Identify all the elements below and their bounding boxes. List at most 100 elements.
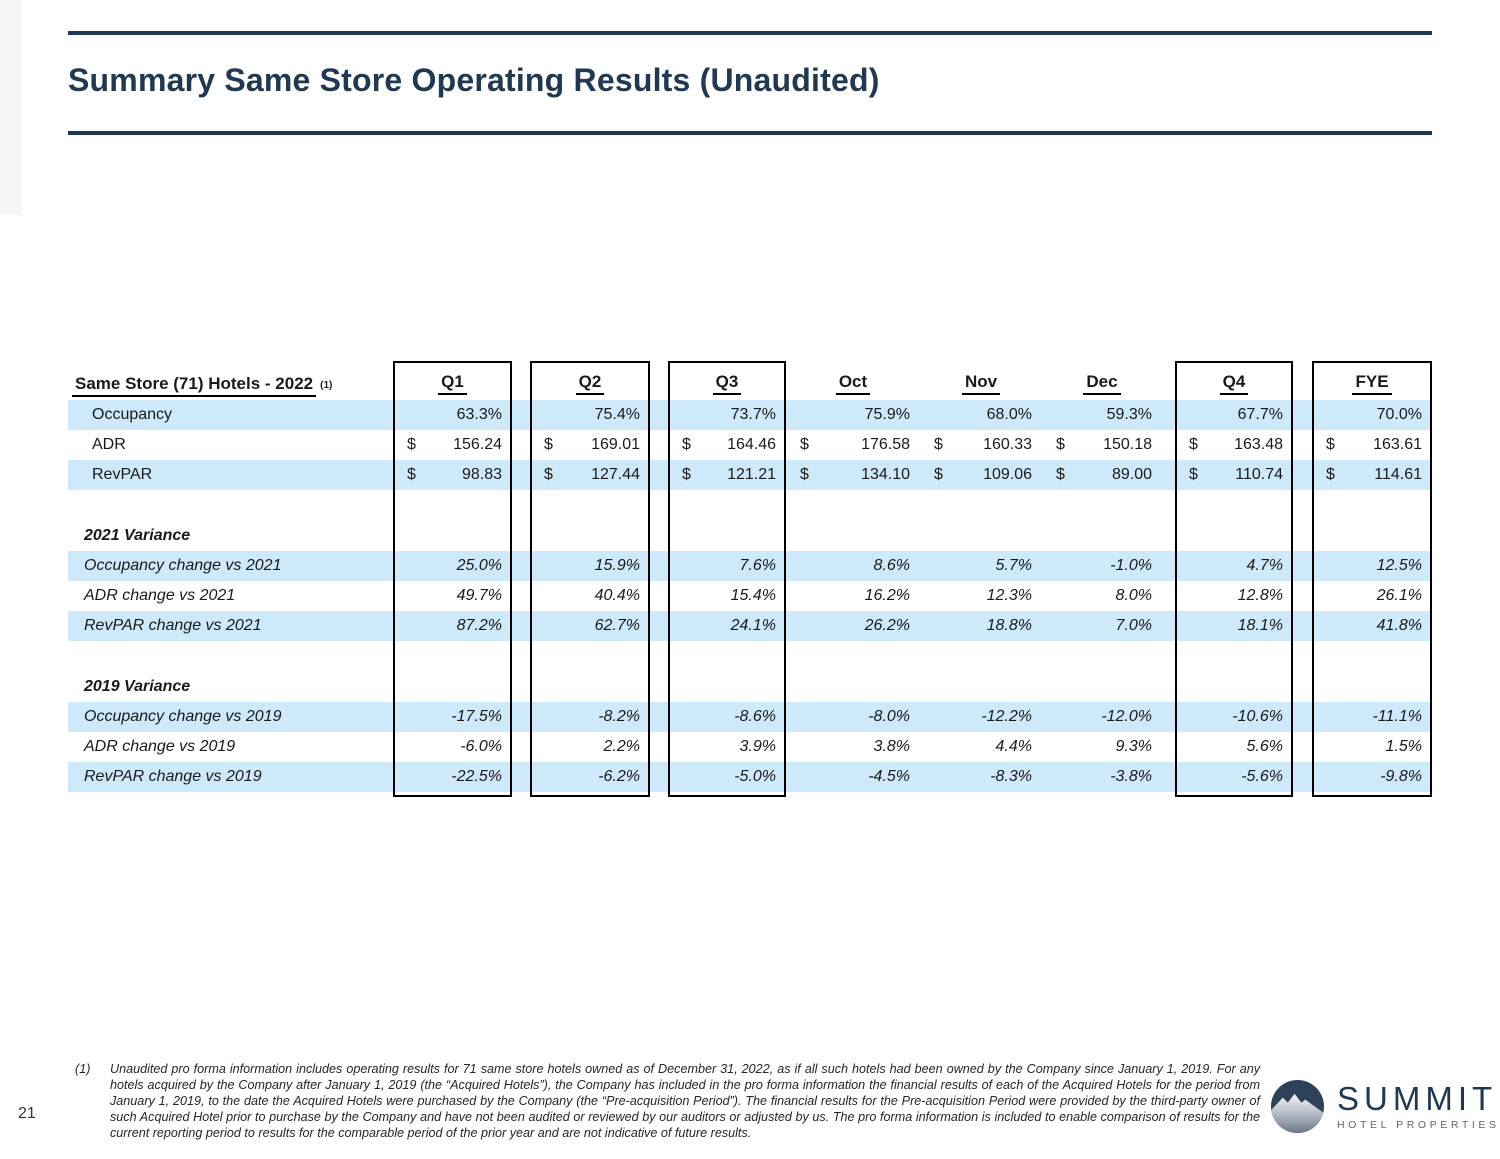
dollar-sign: $ bbox=[934, 466, 943, 483]
row-label: 2019 Variance bbox=[84, 678, 191, 695]
cell-oct: $176.58 bbox=[786, 430, 920, 460]
cell-nov: 4.4% bbox=[995, 738, 1032, 755]
cell-q4: $110.74 bbox=[1175, 460, 1293, 490]
column-header-label: Q3 bbox=[712, 372, 742, 395]
dollar-sign: $ bbox=[682, 436, 691, 453]
cell-fye: -11.1% bbox=[1372, 708, 1422, 725]
slide-edge-shade bbox=[0, 0, 22, 215]
cell-fye: -9.8% bbox=[1380, 768, 1422, 785]
dollar-sign: $ bbox=[1189, 466, 1198, 483]
cell-q3: -5.0% bbox=[734, 768, 776, 785]
cell-q4: 4.7% bbox=[1246, 557, 1283, 574]
dollar-sign: $ bbox=[800, 466, 809, 483]
cell-q1: 49.7% bbox=[456, 587, 502, 604]
cell-fye: 41.8% bbox=[1376, 617, 1422, 634]
cell-q3: 24.1% bbox=[730, 617, 776, 634]
cell-q2: $127.44 bbox=[530, 460, 650, 490]
dollar-sign: $ bbox=[934, 436, 943, 453]
cell-dec: 9.3% bbox=[1115, 738, 1152, 755]
cell-fye: $114.61 bbox=[1312, 460, 1432, 490]
cell-q4: 67.7% bbox=[1237, 406, 1283, 423]
table-row: ADR change vs 2021 49.7% 40.4% 15.4% 16.2% 12… bbox=[68, 581, 1432, 611]
cell-nov: -8.3% bbox=[990, 768, 1032, 785]
column-header-oct: Oct bbox=[786, 366, 920, 400]
cell-nov: $109.06 bbox=[920, 460, 1042, 490]
row-label: ADR change vs 2021 bbox=[84, 587, 236, 604]
table-row: ADR $156.24 $169.01 $164.46 $176.58 $160.33 $1… bbox=[68, 430, 1432, 460]
column-header-q2: Q2 bbox=[530, 366, 650, 400]
table-row: 2019 Variance bbox=[68, 672, 1432, 702]
cell-q1: $98.83 bbox=[393, 460, 512, 490]
cell-fye: 26.1% bbox=[1376, 587, 1422, 604]
company-logo: SUMMIT HOTEL PROPERTIES bbox=[1270, 1079, 1500, 1134]
cell-oct: 16.2% bbox=[864, 587, 910, 604]
title-top-rule bbox=[68, 31, 1432, 35]
cell-value: 156.24 bbox=[453, 436, 502, 453]
cell-fye: 12.5% bbox=[1376, 557, 1422, 574]
table-spacer-row bbox=[68, 641, 1432, 672]
cell-nov: -12.2% bbox=[981, 708, 1032, 725]
cell-fye: $163.61 bbox=[1312, 430, 1432, 460]
row-label: RevPAR change vs 2021 bbox=[84, 617, 262, 634]
column-header-label: FYE bbox=[1352, 372, 1392, 395]
dollar-sign: $ bbox=[1189, 436, 1198, 453]
logo-name: SUMMIT bbox=[1337, 1080, 1498, 1117]
footnote-text: Unaudited pro forma information includes… bbox=[110, 1062, 1260, 1140]
table-row: Occupancy change vs 2019 -17.5% -8.2% -8.6%… bbox=[68, 702, 1432, 732]
cell-q3: 73.7% bbox=[730, 406, 776, 423]
cell-q3: 7.6% bbox=[739, 557, 776, 574]
cell-value: 109.06 bbox=[983, 466, 1032, 483]
cell-q4: 5.6% bbox=[1246, 738, 1283, 755]
cell-nov: 18.8% bbox=[986, 617, 1032, 634]
cell-q2: 40.4% bbox=[594, 587, 640, 604]
cell-q2: 62.7% bbox=[594, 617, 640, 634]
cell-q2: $169.01 bbox=[530, 430, 650, 460]
cell-q1: 25.0% bbox=[456, 557, 502, 574]
cell-value: 98.83 bbox=[461, 466, 502, 483]
cell-value: 163.61 bbox=[1373, 436, 1422, 453]
dollar-sign: $ bbox=[1326, 436, 1335, 453]
column-header-label: Dec bbox=[1083, 372, 1121, 395]
cell-value: 114.61 bbox=[1374, 466, 1422, 483]
column-header-label: Q4 bbox=[1219, 372, 1249, 395]
cell-nov: 5.7% bbox=[995, 557, 1032, 574]
cell-value: 176.58 bbox=[861, 436, 910, 453]
column-header-label: Q2 bbox=[575, 372, 605, 395]
cell-value: 110.74 bbox=[1235, 466, 1283, 483]
cell-fye: 70.0% bbox=[1376, 406, 1422, 423]
cell-q2: 2.2% bbox=[603, 738, 640, 755]
cell-q1: 87.2% bbox=[456, 617, 502, 634]
cell-dec: $89.00 bbox=[1042, 460, 1162, 490]
column-header-q4: Q4 bbox=[1175, 366, 1293, 400]
dollar-sign: $ bbox=[1056, 466, 1065, 483]
dollar-sign: $ bbox=[1056, 436, 1065, 453]
row-label: Occupancy bbox=[92, 406, 173, 423]
cell-q4: -10.6% bbox=[1232, 708, 1283, 725]
cell-dec: 8.0% bbox=[1115, 587, 1152, 604]
cell-q3: $164.46 bbox=[668, 430, 786, 460]
cell-value: 164.46 bbox=[727, 436, 776, 453]
row-label: Occupancy change vs 2021 bbox=[84, 557, 282, 574]
cell-dec: 7.0% bbox=[1115, 617, 1152, 634]
dollar-sign: $ bbox=[1326, 466, 1335, 483]
table-row: ADR change vs 2019 -6.0% 2.2% 3.9% 3.8% 4.4% 9… bbox=[68, 732, 1432, 762]
column-header-label: Q1 bbox=[438, 372, 467, 395]
cell-fye: 1.5% bbox=[1385, 738, 1422, 755]
column-header-label: Nov bbox=[961, 372, 1001, 395]
dollar-sign: $ bbox=[407, 436, 416, 453]
cell-value: 160.33 bbox=[983, 436, 1032, 453]
cell-oct: $134.10 bbox=[786, 460, 920, 490]
cell-dec: $150.18 bbox=[1042, 430, 1162, 460]
cell-q1: -6.0% bbox=[460, 738, 502, 755]
cell-value: 169.01 bbox=[591, 436, 640, 453]
table-row: Occupancy 63.3% 75.4% 73.7% 75.9% 68.0% 59.3% 6… bbox=[68, 400, 1432, 430]
cell-nov: 12.3% bbox=[986, 587, 1032, 604]
table-header-row: Same Store (71) Hotels - 2022 (1) Q1 Q2 Q3 Oc… bbox=[68, 366, 1432, 400]
row-label: ADR change vs 2019 bbox=[84, 738, 236, 755]
column-header-q1: Q1 bbox=[393, 366, 512, 400]
footnote: (1) Unaudited pro forma information incl… bbox=[75, 1061, 1270, 1141]
cell-value: 150.18 bbox=[1103, 436, 1152, 453]
cell-value: 89.00 bbox=[1111, 466, 1152, 483]
cell-oct: 3.8% bbox=[873, 738, 910, 755]
cell-q3: 3.9% bbox=[739, 738, 776, 755]
